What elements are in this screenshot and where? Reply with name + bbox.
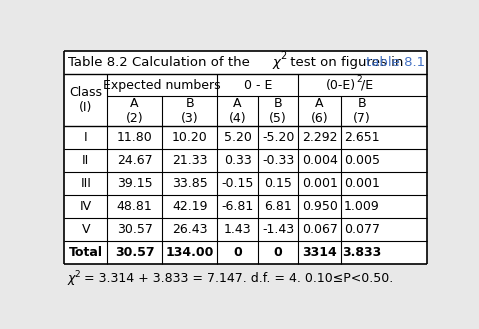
Text: table 8.1: table 8.1 [366, 56, 425, 69]
Text: 2: 2 [356, 75, 362, 84]
Text: -6.81: -6.81 [221, 200, 254, 213]
Text: 0.001: 0.001 [344, 177, 380, 190]
Text: 21.33: 21.33 [172, 154, 207, 166]
Text: 3314: 3314 [302, 246, 337, 259]
Text: 30.57: 30.57 [115, 246, 154, 259]
Text: Class
(I): Class (I) [69, 86, 102, 114]
Text: V: V [81, 223, 90, 236]
Text: 0.067: 0.067 [302, 223, 338, 236]
Text: 24.67: 24.67 [117, 154, 152, 166]
Text: A
(2): A (2) [126, 97, 143, 125]
Text: 1.009: 1.009 [344, 200, 380, 213]
Text: 26.43: 26.43 [172, 223, 207, 236]
Text: 48.81: 48.81 [117, 200, 152, 213]
Text: Table 8.2 Calculation of the: Table 8.2 Calculation of the [68, 56, 254, 69]
Text: A
(6): A (6) [311, 97, 329, 125]
Text: 0.33: 0.33 [224, 154, 251, 166]
Text: IV: IV [80, 200, 92, 213]
Text: 5.20: 5.20 [224, 131, 251, 144]
Text: 42.19: 42.19 [172, 200, 207, 213]
Text: 2.292: 2.292 [302, 131, 337, 144]
Text: 6.81: 6.81 [264, 200, 292, 213]
Text: 11.80: 11.80 [117, 131, 152, 144]
Text: B
(5): B (5) [269, 97, 287, 125]
Text: II: II [82, 154, 89, 166]
Text: 10.20: 10.20 [172, 131, 207, 144]
Text: A
(4): A (4) [228, 97, 246, 125]
Text: Total: Total [68, 246, 103, 259]
Text: = 3.314 + 3.833 = 7.147. d.f. = 4. 0.10≤P<0.50.: = 3.314 + 3.833 = 7.147. d.f. = 4. 0.10≤… [80, 272, 393, 285]
Text: χ: χ [67, 272, 75, 285]
Text: (0-E): (0-E) [326, 79, 356, 91]
Text: B
(3): B (3) [181, 97, 198, 125]
Text: 2: 2 [75, 270, 80, 279]
Text: 2.651: 2.651 [344, 131, 380, 144]
Text: 0.004: 0.004 [302, 154, 338, 166]
Text: III: III [80, 177, 91, 190]
Bar [64, 51, 427, 264]
Text: 2: 2 [280, 51, 286, 61]
Text: 33.85: 33.85 [172, 177, 207, 190]
Text: B
(7): B (7) [353, 97, 371, 125]
Text: 0.950: 0.950 [302, 200, 338, 213]
Text: test on figures in: test on figures in [286, 56, 408, 69]
Text: 0: 0 [233, 246, 242, 259]
Text: 0 - E: 0 - E [244, 79, 272, 91]
Text: -0.15: -0.15 [221, 177, 254, 190]
Text: 0.005: 0.005 [344, 154, 380, 166]
Text: -0.33: -0.33 [262, 154, 294, 166]
Text: 0.077: 0.077 [344, 223, 380, 236]
Text: I: I [84, 131, 88, 144]
Text: -5.20: -5.20 [262, 131, 294, 144]
Text: 3.833: 3.833 [342, 246, 382, 259]
Text: -1.43: -1.43 [262, 223, 294, 236]
Text: 134.00: 134.00 [166, 246, 214, 259]
Text: 0.001: 0.001 [302, 177, 338, 190]
Text: 39.15: 39.15 [117, 177, 152, 190]
Text: 0.15: 0.15 [264, 177, 292, 190]
Text: χ: χ [272, 56, 280, 69]
Text: 0: 0 [274, 246, 283, 259]
Text: 1.43: 1.43 [224, 223, 251, 236]
Text: /E: /E [361, 79, 373, 91]
Text: 30.57: 30.57 [117, 223, 152, 236]
Text: Expected numbers: Expected numbers [103, 79, 221, 91]
